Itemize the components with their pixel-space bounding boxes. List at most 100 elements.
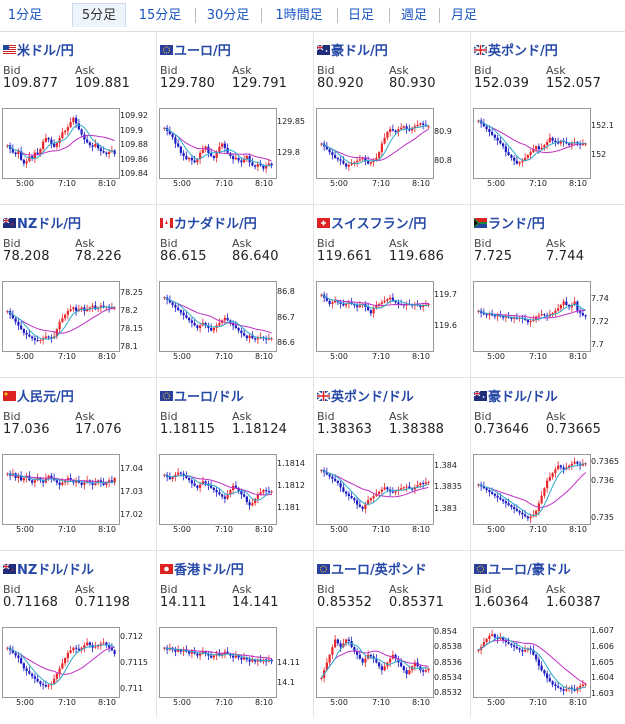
pair-title[interactable]: 豪ドル/円 xyxy=(317,39,388,59)
price-chart[interactable] xyxy=(2,627,120,698)
pair-name[interactable]: ユーロ/円 xyxy=(174,44,231,59)
pair-title[interactable]: 豪ドル/ドル xyxy=(474,385,558,405)
pair-title[interactable]: ユーロ/ドル xyxy=(160,385,244,405)
pair-name[interactable]: NZドル/ドル xyxy=(17,563,95,578)
candle-body xyxy=(185,315,188,318)
moving-average-slow xyxy=(478,472,586,508)
pair-name[interactable]: NZドル/円 xyxy=(17,217,82,232)
price-chart[interactable] xyxy=(473,281,591,352)
pair-name[interactable]: ユーロ/豪ドル xyxy=(488,563,571,578)
candle-body xyxy=(529,152,532,155)
pair-name[interactable]: 英ポンド/円 xyxy=(488,44,558,59)
pair-name[interactable]: 香港ドル/円 xyxy=(174,563,244,578)
pair-name[interactable]: ユーロ/英ポンド xyxy=(331,563,427,578)
y-tick-label: 80.8 xyxy=(434,155,452,165)
candle-body xyxy=(540,665,543,671)
candle-body xyxy=(369,310,372,314)
pair-title[interactable]: ユーロ/円 xyxy=(160,39,231,59)
y-tick-label: 78.25 xyxy=(120,287,143,297)
candle-body xyxy=(207,653,210,656)
tab-5min[interactable]: 5分足 xyxy=(72,3,126,27)
price-chart[interactable] xyxy=(473,454,591,525)
tab-weekly[interactable]: 週足 xyxy=(400,8,427,23)
pair-title[interactable]: スイスフラン/円 xyxy=(317,212,427,232)
y-tick-label: 14.1 xyxy=(277,678,295,688)
candle-body xyxy=(232,655,235,658)
candle-body xyxy=(88,642,91,646)
price-chart[interactable] xyxy=(159,454,277,525)
candle-body xyxy=(491,634,494,636)
pair-title[interactable]: ランド/円 xyxy=(474,212,545,232)
ask-label: Ask xyxy=(232,237,252,250)
price-chart[interactable] xyxy=(316,281,434,352)
pair-title[interactable]: ユーロ/豪ドル xyxy=(474,558,571,578)
pair-title[interactable]: カナダドル/円 xyxy=(160,212,257,232)
candle-body xyxy=(380,489,383,492)
pair-name[interactable]: ユーロ/ドル xyxy=(174,390,244,405)
rate-panel: ユーロ/豪ドル Bid Ask 1.60364 1.60387 1.607 1.606 1.6… xyxy=(471,551,625,724)
candle-body xyxy=(226,651,229,654)
pair-name[interactable]: 豪ドル/円 xyxy=(331,44,388,59)
price-chart[interactable] xyxy=(159,281,277,352)
candle-body xyxy=(375,157,378,161)
candle-body xyxy=(80,129,83,135)
candle-body xyxy=(270,163,273,166)
candle-body xyxy=(551,473,554,477)
bid-label: Bid xyxy=(474,583,492,596)
candle-body xyxy=(190,480,193,484)
pair-title[interactable]: 香港ドル/円 xyxy=(160,558,244,578)
tab-30min[interactable]: 30分足 xyxy=(206,8,250,23)
pair-title[interactable]: NZドル/円 xyxy=(3,212,82,232)
pair-name[interactable]: スイスフラン/円 xyxy=(331,217,427,232)
pair-title[interactable]: NZドル/ドル xyxy=(3,558,95,578)
pair-name[interactable]: 英ポンド/ドル xyxy=(331,390,414,405)
candle-body xyxy=(188,651,191,654)
candle-body xyxy=(491,132,494,135)
row-divider xyxy=(0,204,625,205)
price-chart[interactable] xyxy=(473,108,591,179)
pair-name[interactable]: 米ドル/円 xyxy=(17,44,74,59)
candle-body xyxy=(372,656,375,659)
candle-body xyxy=(367,307,370,311)
candle-body xyxy=(364,157,367,161)
pair-title[interactable]: 英ポンド/円 xyxy=(474,39,558,59)
price-chart[interactable] xyxy=(2,108,120,179)
pair-name[interactable]: 豪ドル/ドル xyxy=(488,390,558,405)
tab-daily[interactable]: 日足 xyxy=(347,8,374,23)
price-chart[interactable] xyxy=(159,108,277,179)
candle-body xyxy=(573,461,576,464)
candle-body xyxy=(22,329,25,333)
pair-name[interactable]: ランド/円 xyxy=(488,217,545,232)
price-chart[interactable] xyxy=(316,627,434,698)
candle-body xyxy=(502,637,505,641)
candle-body xyxy=(245,335,248,339)
pair-title[interactable]: 英ポンド/ドル xyxy=(317,385,414,405)
pair-title[interactable]: 米ドル/円 xyxy=(3,39,74,59)
candle-body xyxy=(422,123,425,125)
candle-body xyxy=(413,487,416,490)
candle-body xyxy=(482,642,485,647)
tab-15min[interactable]: 15分足 xyxy=(138,8,182,23)
price-chart[interactable] xyxy=(316,108,434,179)
candle-body xyxy=(234,655,237,658)
price-chart[interactable] xyxy=(2,281,120,352)
tab-1min[interactable]: 1分足 xyxy=(7,8,43,23)
candle-body xyxy=(210,152,213,157)
candle-body xyxy=(419,123,422,125)
price-chart[interactable] xyxy=(159,627,277,698)
pair-title[interactable]: 人民元/円 xyxy=(3,385,74,405)
bid-label: Bid xyxy=(160,64,178,77)
candle-body xyxy=(502,143,505,147)
candle-body xyxy=(168,130,171,135)
pair-name[interactable]: カナダドル/円 xyxy=(174,217,257,232)
moving-average-fast xyxy=(321,124,429,165)
pair-name[interactable]: 人民元/円 xyxy=(17,390,74,405)
price-chart[interactable] xyxy=(316,454,434,525)
bid-label: Bid xyxy=(317,410,335,423)
price-chart[interactable] xyxy=(473,627,591,698)
price-chart[interactable] xyxy=(2,454,120,525)
tab-monthly[interactable]: 月足 xyxy=(450,8,477,23)
pair-title[interactable]: ユーロ/英ポンド xyxy=(317,558,427,578)
nz-flag-icon xyxy=(3,217,16,228)
tab-1hour[interactable]: 1時間足 xyxy=(275,8,323,23)
